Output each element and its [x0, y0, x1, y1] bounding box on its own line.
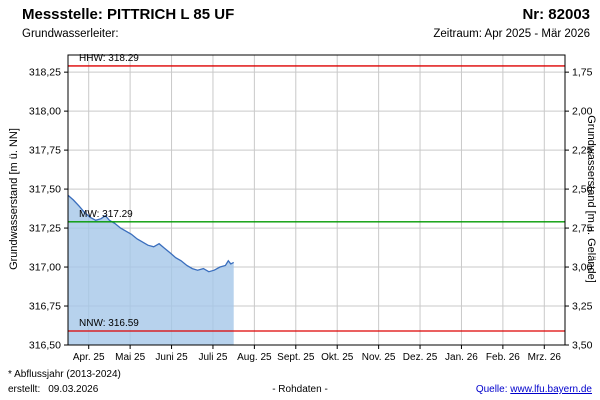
groundwater-line — [67, 194, 234, 273]
x-axis-tick-label: Jan. 26 — [445, 352, 478, 363]
source-label: Quelle: — [475, 384, 508, 395]
left-axis-tick-label: 316,50 — [29, 340, 61, 352]
footnote-abflussjahr: * Abflussjahr (2013-2024) — [8, 369, 121, 380]
groundwater-area — [68, 195, 234, 345]
x-axis-tick-label: Feb. 26 — [486, 352, 520, 363]
source-line: Quelle: www.lfu.bayern.de — [476, 384, 592, 395]
x-axis-tick-label: Mrz. 26 — [528, 352, 562, 363]
left-axis-tick-label: 318,25 — [29, 67, 61, 79]
left-axis-tick-label: 318,00 — [29, 106, 61, 118]
aquifer-label: Grundwasserleiter: — [22, 28, 119, 40]
left-axis-tick-label: 317,50 — [29, 184, 61, 196]
mw-line-label: MW: 317.29 — [79, 208, 133, 220]
x-axis-tick-label: Mai 25 — [115, 352, 145, 363]
right-axis-tick-label: 3,00 — [572, 262, 593, 274]
hhw-line-label: HHW: 318.29 — [79, 52, 139, 64]
right-axis-title: Grundwasserstand [m u. Gelände] — [585, 115, 597, 283]
right-axis-tick-label: 2,50 — [572, 184, 593, 196]
x-axis-tick-label: Aug. 25 — [237, 352, 272, 363]
created-date: 09.03.2026 — [48, 384, 99, 395]
created-label: erstellt: — [8, 384, 41, 395]
right-axis-tick-label: 2,75 — [572, 223, 593, 235]
subheader: Grundwasserleiter: Zeitraum: Apr 2025 - … — [22, 28, 590, 40]
right-axis-tick-label: 2,25 — [572, 145, 593, 157]
left-axis-tick-label: 317,00 — [29, 262, 61, 274]
right-axis-tick-label: 2,00 — [572, 106, 593, 118]
created-line: erstellt: 09.03.2026 — [8, 384, 98, 395]
source-link[interactable]: www.lfu.bayern.de — [510, 384, 592, 395]
rohdaten-label: - Rohdaten - — [272, 384, 328, 395]
right-axis-tick-label: 1,75 — [572, 67, 593, 79]
right-axis-tick-label: 3,50 — [572, 340, 593, 352]
plot-border — [67, 54, 566, 346]
x-axis-tick-label: Sept. 25 — [277, 352, 315, 363]
right-axis-tick-label: 3,25 — [572, 301, 593, 313]
left-axis-title: Grundwasserstand [m ü. NN] — [8, 128, 20, 270]
left-axis-tick-label: 316,75 — [29, 301, 61, 313]
station-number: Nr: 82003 — [522, 6, 590, 23]
left-axis-tick-label: 317,75 — [29, 145, 61, 157]
left-axis-tick-label: 317,25 — [29, 223, 61, 235]
x-axis-tick-label: Juli 25 — [199, 352, 228, 363]
header: Messstelle: PITTRICH L 85 UF Nr: 82003 — [22, 6, 590, 23]
x-axis-tick-label: Nov. 25 — [362, 352, 396, 363]
x-axis-tick-label: Okt. 25 — [321, 352, 354, 363]
x-axis-tick-label: Juni 25 — [155, 352, 188, 363]
nnw-line-label: NNW: 316.59 — [79, 317, 139, 329]
period-label: Zeitraum: Apr 2025 - Mär 2026 — [433, 28, 590, 40]
page-title: Messstelle: PITTRICH L 85 UF — [22, 6, 235, 23]
x-axis-tick-label: Dez. 25 — [403, 352, 438, 363]
x-axis-tick-label: Apr. 25 — [73, 352, 105, 363]
